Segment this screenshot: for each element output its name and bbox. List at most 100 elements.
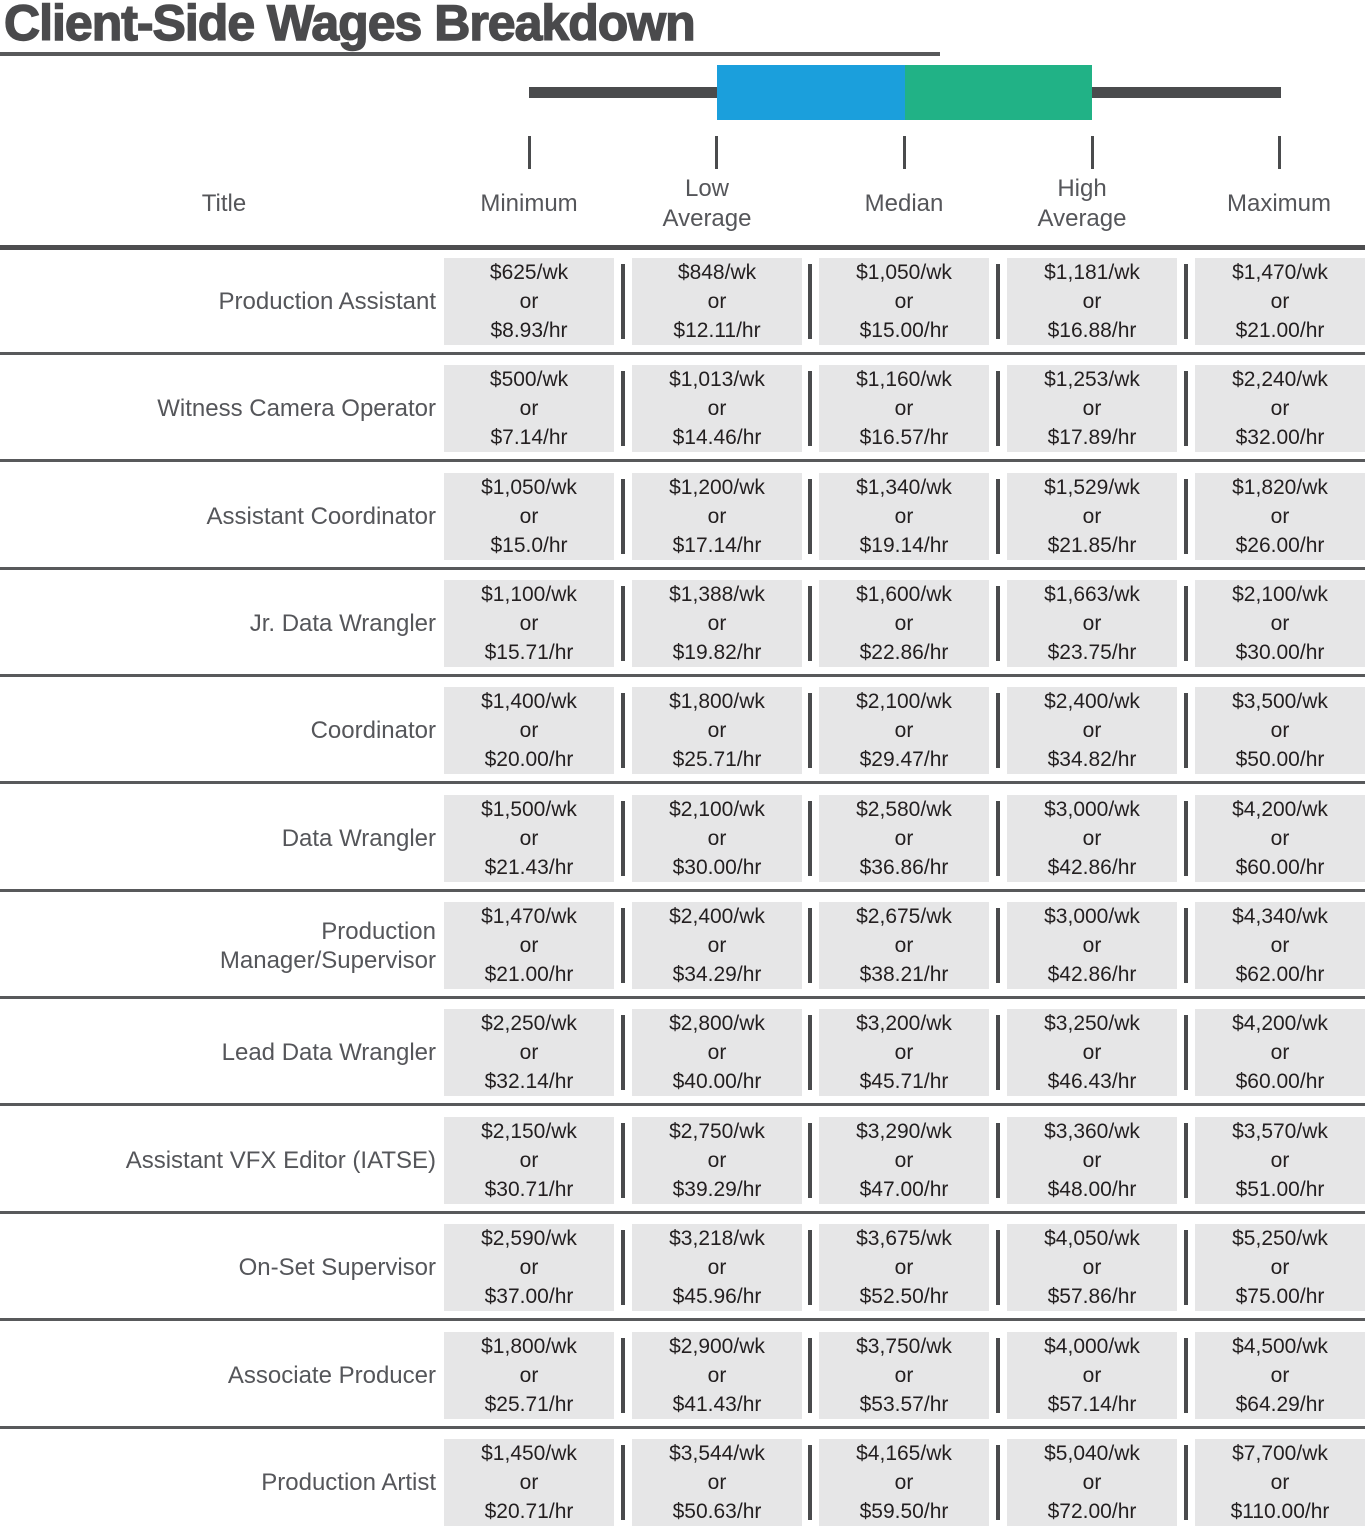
hourly-wage: $75.00/hr xyxy=(1235,1285,1325,1309)
column-tick-high-average xyxy=(1091,136,1094,169)
weekly-wage: $2,100/wk xyxy=(856,690,952,714)
cell-low-average: $2,900/wk or $41.43/hr xyxy=(632,1331,802,1419)
weekly-wage: $7,700/wk xyxy=(1232,1441,1328,1465)
column-tick-minimum xyxy=(528,136,531,169)
table-row: Data Wrangler $1,500/wk or $21.43/hr $2,… xyxy=(0,785,1365,893)
weekly-wage: $3,360/wk xyxy=(1044,1119,1140,1143)
cell-minimum: $625/wk or $8.93/hr xyxy=(444,258,614,345)
or-label: or xyxy=(894,1041,914,1065)
table-row: Coordinator $1,400/wk or $20.00/hr $1,80… xyxy=(0,677,1365,785)
weekly-wage: $3,750/wk xyxy=(856,1334,952,1358)
cell-maximum: $2,240/wk or $32.00/hr xyxy=(1195,365,1365,453)
boxplot-low-average-box xyxy=(717,65,905,120)
hourly-wage: $36.86/hr xyxy=(859,855,949,879)
hourly-wage: $21.43/hr xyxy=(484,855,574,879)
weekly-wage: $2,240/wk xyxy=(1232,368,1328,392)
weekly-wage: $625/wk xyxy=(489,261,569,284)
row-divider xyxy=(0,674,1365,678)
hourly-wage: $26.00/hr xyxy=(1235,533,1325,557)
cell-maximum: $4,200/wk or $60.00/hr xyxy=(1195,1009,1365,1097)
hourly-wage: $19.14/hr xyxy=(859,533,949,557)
weekly-wage: $1,470/wk xyxy=(481,905,577,929)
or-label: or xyxy=(707,504,727,528)
cell-divider xyxy=(996,1122,1000,1198)
or-label: or xyxy=(1270,504,1290,528)
hourly-wage: $20.71/hr xyxy=(484,1499,574,1523)
row-title: Coordinator xyxy=(310,717,436,745)
cell-maximum: $5,250/wk or $75.00/hr xyxy=(1195,1224,1365,1312)
hourly-wage: $72.00/hr xyxy=(1047,1499,1137,1523)
weekly-wage: $4,340/wk xyxy=(1232,905,1328,929)
cell-divider xyxy=(808,1015,812,1091)
or-label: or xyxy=(519,826,539,850)
or-label: or xyxy=(894,1363,914,1387)
weekly-wage: $2,100/wk xyxy=(1232,583,1328,607)
or-label: or xyxy=(519,934,539,958)
cell-high-average: $1,663/wk or $23.75/hr xyxy=(1007,580,1177,668)
cell-divider xyxy=(808,1444,812,1520)
weekly-wage: $3,500/wk xyxy=(1232,690,1328,714)
or-label: or xyxy=(1082,397,1102,421)
column-header-title: Title xyxy=(201,190,247,217)
weekly-wage: $1,500/wk xyxy=(481,797,577,821)
cell-divider xyxy=(996,586,1000,662)
hourly-wage: $42.86/hr xyxy=(1047,963,1137,987)
weekly-wage: $1,663/wk xyxy=(1044,583,1140,607)
cell-divider xyxy=(1184,1337,1188,1413)
row-title: Data Wrangler xyxy=(281,824,436,852)
hourly-wage: $53.57/hr xyxy=(859,1392,949,1416)
weekly-wage: $1,100/wk xyxy=(481,583,577,607)
or-label: or xyxy=(894,504,914,528)
or-label: or xyxy=(519,504,539,528)
cell-low-average: $848/wk or $12.11/hr xyxy=(632,258,802,345)
weekly-wage: $2,150/wk xyxy=(481,1119,577,1143)
row-divider xyxy=(0,566,1365,570)
cell-low-average: $3,544/wk or $50.63/hr xyxy=(632,1438,802,1526)
cell-minimum: $2,250/wk or $32.14/hr xyxy=(444,1009,614,1097)
row-title: Associate Producer xyxy=(227,1361,436,1389)
weekly-wage: $1,013/wk xyxy=(669,368,765,392)
cell-minimum: $1,100/wk or $15.71/hr xyxy=(444,580,614,668)
or-label: or xyxy=(519,290,539,313)
weekly-wage: $2,250/wk xyxy=(481,1012,577,1036)
hourly-wage: $62.00/hr xyxy=(1235,963,1325,987)
hourly-wage: $15.0/hr xyxy=(490,533,568,557)
hourly-wage: $52.50/hr xyxy=(859,1285,949,1309)
column-header-maximum: Maximum xyxy=(1226,190,1331,217)
page-title: Client-Side Wages Breakdown xyxy=(3,0,696,52)
hourly-wage: $32.14/hr xyxy=(484,1070,574,1094)
weekly-wage: $1,470/wk xyxy=(1232,261,1328,284)
cell-divider xyxy=(996,1337,1000,1413)
weekly-wage: $4,000/wk xyxy=(1044,1334,1140,1358)
weekly-wage: $2,750/wk xyxy=(669,1119,765,1143)
or-label: or xyxy=(707,612,727,636)
weekly-wage: $3,218/wk xyxy=(669,1227,765,1251)
cell-divider xyxy=(808,478,812,554)
cell-divider xyxy=(1184,478,1188,554)
or-label: or xyxy=(1082,504,1102,528)
hourly-wage: $16.88/hr xyxy=(1047,319,1137,342)
cell-minimum: $1,450/wk or $20.71/hr xyxy=(444,1438,614,1526)
cell-divider xyxy=(996,1230,1000,1306)
weekly-wage: $2,675/wk xyxy=(856,905,952,929)
cell-minimum: $2,150/wk or $30.71/hr xyxy=(444,1116,614,1204)
cell-divider xyxy=(1184,1444,1188,1520)
hourly-wage: $59.50/hr xyxy=(859,1499,949,1523)
row-title: Assistant VFX Editor (IATSE) xyxy=(125,1146,436,1174)
or-label: or xyxy=(894,934,914,958)
cell-maximum: $1,470/wk or $21.00/hr xyxy=(1195,258,1365,345)
row-title: On-Set Supervisor xyxy=(238,1254,436,1282)
cell-divider xyxy=(621,1122,625,1198)
weekly-wage: $1,200/wk xyxy=(669,475,765,499)
cell-divider xyxy=(996,908,1000,984)
cell-high-average: $3,000/wk or $42.86/hr xyxy=(1007,794,1177,882)
cell-divider xyxy=(808,908,812,984)
hourly-wage: $25.71/hr xyxy=(484,1392,574,1416)
cell-divider xyxy=(1184,1230,1188,1306)
or-label: or xyxy=(1270,1148,1290,1172)
weekly-wage: $4,500/wk xyxy=(1232,1334,1328,1358)
or-label: or xyxy=(894,397,914,421)
cell-divider xyxy=(1184,693,1188,769)
or-label: or xyxy=(519,1148,539,1172)
